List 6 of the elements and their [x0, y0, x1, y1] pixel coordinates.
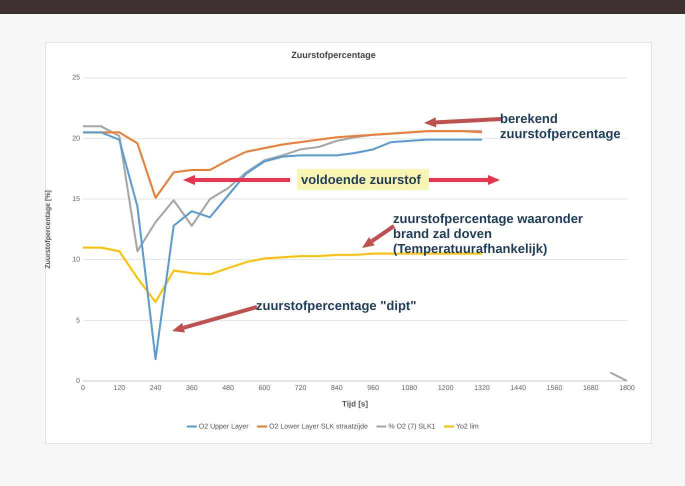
annotation: voldoende zuurstof [297, 169, 429, 190]
annotation: zuurstofpercentage waaronder brand zal doven (Temperatuurafhankelijk) [393, 211, 584, 256]
chart-title: Zuurstofpercentage [291, 50, 376, 60]
annotation: zuurstofpercentage "dipt" [256, 298, 418, 313]
annotation: berekend zuurstofpercentage [500, 111, 622, 141]
x-axis-title: Tijd [s] [342, 399, 368, 408]
